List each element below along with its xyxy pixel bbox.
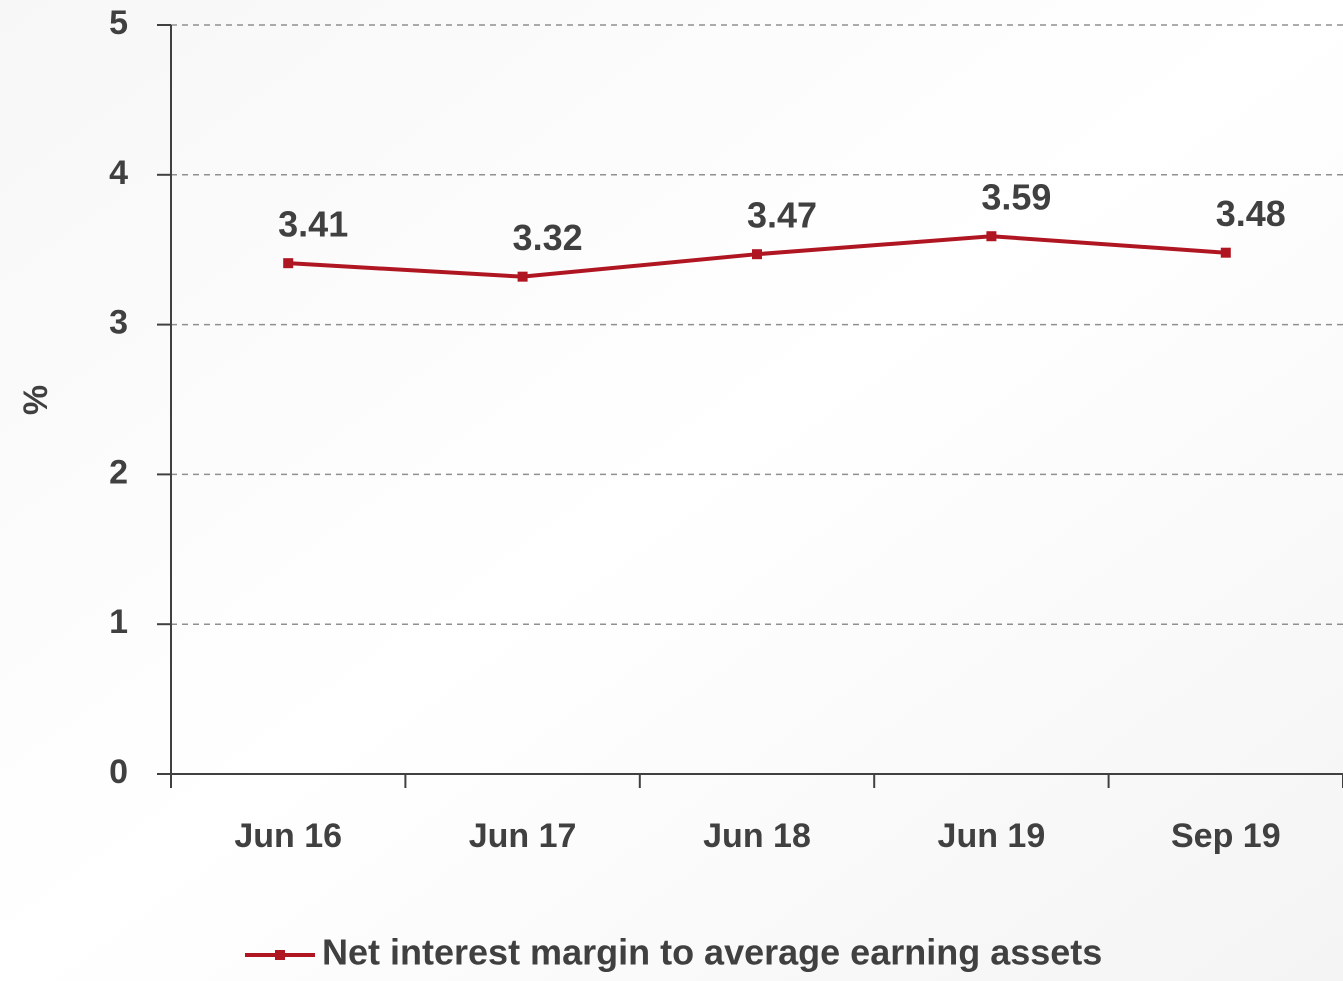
x-tick-label: Jun 17 [469,817,577,855]
x-tick-label: Jun 16 [234,817,342,855]
y-tick-label: 0 [109,753,128,791]
x-tick-label: Jun 18 [703,817,811,855]
point-marker [986,231,997,242]
point-marker [1220,247,1231,258]
y-tick-label: 3 [109,304,128,342]
data-label: 3.59 [981,177,1051,218]
x-tick-label: Jun 19 [938,817,1046,855]
y-tick-label: 5 [109,4,128,42]
data-label: 3.41 [278,204,348,245]
point-marker [517,271,528,282]
point-marker [752,249,762,260]
point-marker [283,258,294,269]
data-label: 3.48 [1216,193,1286,234]
data-label: 3.32 [513,217,583,258]
y-tick-label: 4 [109,154,128,192]
y-tick-label: 1 [109,603,128,641]
legend-marker [275,950,285,960]
x-tick-label: Sep 19 [1171,817,1281,855]
data-label: 3.47 [747,195,817,236]
y-tick-label: 2 [109,453,128,491]
legend-label: Net interest margin to average earning a… [322,932,1102,973]
y-axis-label: % [17,385,55,415]
